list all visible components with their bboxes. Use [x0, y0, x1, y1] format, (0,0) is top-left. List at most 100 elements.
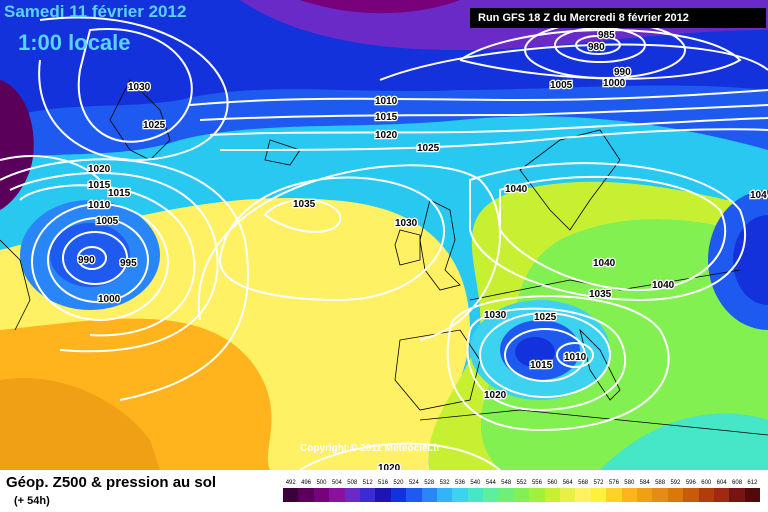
forecast-date: Samedi 11 février 2012 [4, 2, 187, 21]
legend-subtitle: (+ 54h) [14, 495, 50, 507]
scale-cell: 584 [636, 478, 653, 502]
scale-cell: 532 [436, 478, 453, 502]
scale-swatch [729, 488, 745, 502]
scale-label: 564 [562, 480, 573, 486]
scale-label: 504 [331, 480, 342, 486]
scale-swatch [452, 488, 468, 502]
scale-cell: 552 [513, 478, 530, 502]
pressure-labels: 1030 1025 1020 1015 1015 1010 1005 990 9… [77, 29, 768, 470]
coast-americas [0, 239, 31, 331]
scale-swatch [529, 488, 545, 502]
scale-label: 512 [362, 480, 373, 486]
pressure-label: 990 [78, 255, 95, 266]
pressure-label: 985 [598, 30, 615, 41]
z500-band-deep-orange [0, 378, 160, 470]
scale-swatch [467, 488, 484, 502]
pressure-label: 1025 [534, 312, 557, 323]
scale-cell: 536 [452, 478, 468, 502]
scale-cell: 564 [560, 478, 576, 502]
scale-swatch [406, 488, 422, 502]
scale-swatch [359, 488, 376, 502]
scale-label: 596 [685, 480, 696, 486]
scale-cell: 592 [667, 478, 684, 502]
scale-swatch [698, 488, 714, 502]
pressure-label: 1025 [143, 120, 166, 131]
scale-cell: 508 [344, 478, 360, 502]
pressure-label: 1035 [293, 199, 316, 210]
isobar-1030-med [446, 295, 670, 432]
scale-swatch [375, 488, 391, 502]
isobar-1015-north [199, 104, 768, 121]
scale-label: 588 [655, 480, 666, 486]
scale-label: 516 [378, 480, 389, 486]
pressure-label: 1020 [484, 390, 507, 401]
scale-swatch [636, 488, 653, 502]
scale-cell: 604 [713, 478, 730, 502]
pressure-label: 1010 [88, 200, 111, 211]
scale-label: 544 [485, 480, 496, 486]
pressure-label: 1015 [375, 112, 398, 123]
scale-swatch [313, 488, 330, 502]
scale-label: 556 [531, 480, 542, 486]
isobar-990 [77, 246, 107, 270]
low-east-inner [733, 215, 768, 305]
isobar-1020-med [479, 312, 611, 398]
pressure-label: 1010 [564, 352, 587, 363]
color-scale: 492 496 500 504 508 512 516 520 524 528 532 536 540 5… [283, 478, 761, 502]
scale-cell: 528 [421, 478, 437, 502]
isobar-1040-europe [499, 175, 727, 292]
scale-label: 612 [747, 480, 758, 486]
scale-swatch [329, 488, 345, 502]
scale-cell: 576 [606, 478, 622, 502]
pressure-label: 1015 [530, 360, 553, 371]
scale-swatch [621, 488, 637, 502]
z500-band-lime [428, 181, 768, 470]
scale-label: 548 [501, 480, 512, 486]
isobar-1010-atlantic [19, 184, 196, 337]
scale-swatch [283, 488, 299, 502]
scale-swatch [667, 488, 684, 502]
scale-cell: 540 [467, 478, 484, 502]
isobar-1000 [47, 217, 149, 303]
pressure-label: 1020 [378, 463, 401, 470]
copyright-text: Copyright © 2011 Meteociel.fr [300, 443, 441, 454]
isobar-1030-high [218, 176, 445, 302]
coast-ireland [394, 229, 421, 266]
isobar-1035-high [263, 199, 342, 233]
coast-britain [419, 199, 461, 291]
isobar-1005 [31, 203, 169, 321]
scale-label: 560 [547, 480, 558, 486]
scale-label: 552 [516, 480, 527, 486]
pressure-label: 1005 [550, 80, 573, 91]
scale-label: 580 [624, 480, 635, 486]
scale-swatch [590, 488, 607, 502]
scale-label: 520 [393, 480, 404, 486]
scale-cell: 544 [483, 478, 499, 502]
forecast-time: 1:00 locale [18, 30, 131, 55]
scale-label: 500 [316, 480, 327, 486]
scale-cell: 548 [498, 478, 514, 502]
pressure-label: 1030 [128, 82, 151, 93]
isobars [0, 16, 768, 470]
isobar-1000-north [459, 29, 742, 80]
scale-swatch [298, 488, 314, 502]
scale-cell: 612 [744, 478, 761, 502]
scale-label: 600 [701, 480, 712, 486]
scale-swatch [344, 488, 360, 502]
pressure-label: 1025 [417, 143, 440, 154]
isobar-1020-atlantic [0, 158, 250, 401]
scale-label: 532 [439, 480, 450, 486]
isobar-1025-greenland [38, 16, 229, 161]
isobar-995 [62, 231, 128, 285]
scale-cell: 516 [375, 478, 391, 502]
low-mediterranean-center [515, 337, 555, 367]
pressure-label: 1015 [108, 188, 131, 199]
scale-cell: 492 [283, 478, 299, 502]
scale-swatch [436, 488, 453, 502]
pressure-label: 1005 [96, 216, 119, 227]
scale-swatch [390, 488, 407, 502]
coast-north-africa [419, 409, 768, 436]
scale-swatch [575, 488, 591, 502]
pressure-label: 1030 [395, 218, 418, 229]
scale-label: 604 [716, 480, 727, 486]
